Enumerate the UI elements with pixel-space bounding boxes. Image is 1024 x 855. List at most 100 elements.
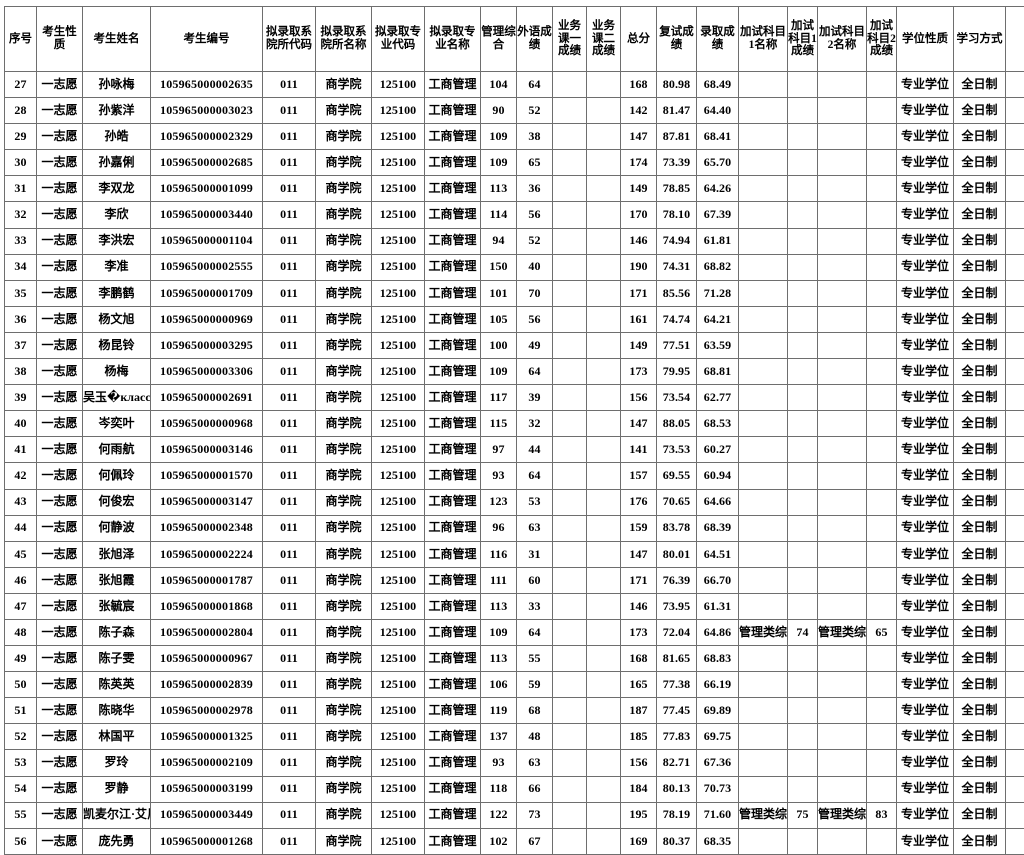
- cell-total-score: 157: [621, 463, 657, 489]
- cell-business2-score: [587, 332, 621, 358]
- cell-admission-score: 68.81: [697, 359, 739, 385]
- cell-major-code: 125100: [372, 541, 425, 567]
- cell-extra2-score: [867, 828, 897, 854]
- cell-language-score: 59: [517, 672, 553, 698]
- cell-retest-score: 77.51: [657, 332, 697, 358]
- cell-study-mode: 全日制: [954, 280, 1006, 306]
- cell-dept-code: 011: [263, 437, 316, 463]
- cell-major-name: 工商管理: [425, 750, 481, 776]
- cell-admission-score: 68.39: [697, 515, 739, 541]
- cell-extra1-score: [788, 332, 818, 358]
- cell-retest-score: 87.81: [657, 124, 697, 150]
- cell-extra2-score: 65: [867, 619, 897, 645]
- cell-applicant-id: 105965000002109: [151, 750, 263, 776]
- cell-dept-code: 011: [263, 359, 316, 385]
- cell-dept-code: 011: [263, 750, 316, 776]
- cell-extra2-score: [867, 541, 897, 567]
- cell-dept-name: 商学院: [316, 593, 372, 619]
- cell-business1-score: [553, 698, 587, 724]
- cell-applicant-id: 105965000002804: [151, 619, 263, 645]
- cell-mgmt-score: 97: [481, 437, 517, 463]
- cell-index: 37: [5, 332, 37, 358]
- cell-extra1-score: [788, 98, 818, 124]
- cell-major-code: 125100: [372, 828, 425, 854]
- cell-dept-name: 商学院: [316, 254, 372, 280]
- cell-index: 39: [5, 385, 37, 411]
- cell-business1-score: [553, 150, 587, 176]
- cell-major-code: 125100: [372, 280, 425, 306]
- cell-extra2-score: [867, 280, 897, 306]
- cell-degree-type: 专业学位: [897, 254, 954, 280]
- cell-major-name: 工商管理: [425, 541, 481, 567]
- cell-total-score: 171: [621, 280, 657, 306]
- cell-business2-score: [587, 280, 621, 306]
- cell-extra1-name: [739, 124, 788, 150]
- cell-applicant-type: 一志愿: [37, 698, 83, 724]
- cell-retest-score: 74.94: [657, 228, 697, 254]
- cell-major-name: 工商管理: [425, 672, 481, 698]
- cell-study-mode: 全日制: [954, 463, 1006, 489]
- cell-major-name: 工商管理: [425, 646, 481, 672]
- cell-study-mode: 全日制: [954, 750, 1006, 776]
- cell-language-score: 31: [517, 541, 553, 567]
- cell-business2-score: [587, 463, 621, 489]
- cell-applicant-type: 一志愿: [37, 332, 83, 358]
- cell-index: 47: [5, 593, 37, 619]
- cell-applicant-id: 105965000003146: [151, 437, 263, 463]
- cell-dept-name: 商学院: [316, 150, 372, 176]
- cell-remark: [1006, 72, 1024, 98]
- cell-extra2-name: [818, 202, 867, 228]
- cell-extra1-score: [788, 567, 818, 593]
- cell-dept-code: 011: [263, 254, 316, 280]
- cell-remark: [1006, 411, 1024, 437]
- cell-major-name: 工商管理: [425, 72, 481, 98]
- cell-remark: [1006, 359, 1024, 385]
- cell-extra1-name: [739, 515, 788, 541]
- cell-extra1-score: 74: [788, 619, 818, 645]
- cell-extra1-name: [739, 150, 788, 176]
- cell-retest-score: 74.74: [657, 306, 697, 332]
- cell-applicant-name: 罗静: [83, 776, 151, 802]
- cell-extra1-name: [739, 593, 788, 619]
- cell-business1-score: [553, 750, 587, 776]
- cell-extra2-name: [818, 646, 867, 672]
- cell-remark: [1006, 176, 1024, 202]
- cell-extra1-score: [788, 437, 818, 463]
- cell-study-mode: 全日制: [954, 202, 1006, 228]
- cell-language-score: 64: [517, 359, 553, 385]
- cell-applicant-id: 105965000002329: [151, 124, 263, 150]
- cell-major-code: 125100: [372, 646, 425, 672]
- cell-dept-name: 商学院: [316, 646, 372, 672]
- cell-major-code: 125100: [372, 463, 425, 489]
- cell-degree-type: 专业学位: [897, 202, 954, 228]
- cell-business2-score: [587, 567, 621, 593]
- cell-business2-score: [587, 515, 621, 541]
- cell-major-name: 工商管理: [425, 359, 481, 385]
- cell-applicant-name: 何静波: [83, 515, 151, 541]
- cell-dept-code: 011: [263, 698, 316, 724]
- cell-language-score: 52: [517, 98, 553, 124]
- cell-dept-code: 011: [263, 385, 316, 411]
- cell-extra1-score: [788, 776, 818, 802]
- cell-applicant-type: 一志愿: [37, 176, 83, 202]
- cell-retest-score: 72.04: [657, 619, 697, 645]
- cell-language-score: 55: [517, 646, 553, 672]
- cell-extra1-score: [788, 385, 818, 411]
- cell-retest-score: 79.95: [657, 359, 697, 385]
- cell-major-name: 工商管理: [425, 515, 481, 541]
- cell-applicant-type: 一志愿: [37, 359, 83, 385]
- cell-extra1-score: [788, 72, 818, 98]
- cell-extra1-score: [788, 515, 818, 541]
- cell-business1-score: [553, 802, 587, 828]
- cell-major-code: 125100: [372, 150, 425, 176]
- cell-mgmt-score: 109: [481, 124, 517, 150]
- cell-retest-score: 80.01: [657, 541, 697, 567]
- cell-retest-score: 81.65: [657, 646, 697, 672]
- cell-dept-code: 011: [263, 776, 316, 802]
- cell-major-name: 工商管理: [425, 698, 481, 724]
- column-header-study-mode: 学习方式: [954, 7, 1006, 72]
- cell-applicant-name: 吴玉�классы: [83, 385, 151, 411]
